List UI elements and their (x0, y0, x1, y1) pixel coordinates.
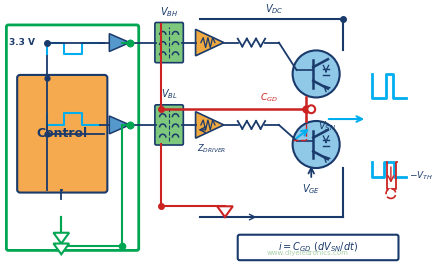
Polygon shape (196, 112, 224, 138)
Polygon shape (53, 233, 69, 244)
FancyBboxPatch shape (155, 105, 183, 145)
Text: $C_{GD}$: $C_{GD}$ (260, 92, 278, 104)
FancyBboxPatch shape (155, 22, 183, 63)
FancyBboxPatch shape (17, 75, 108, 193)
Circle shape (386, 189, 396, 198)
Text: $V_{BH}$: $V_{BH}$ (160, 5, 178, 19)
Text: $- V_{TH}$: $- V_{TH}$ (409, 169, 434, 182)
Text: $V_{BL}$: $V_{BL}$ (161, 87, 177, 102)
Text: $Z_{DRIVER}$: $Z_{DRIVER}$ (197, 143, 226, 155)
Text: 3.3 V: 3.3 V (9, 38, 35, 47)
Text: $V_{DC}$: $V_{DC}$ (265, 2, 283, 16)
Text: $i = C_{GD}\ (dV_{SN}/dt)$: $i = C_{GD}\ (dV_{SN}/dt)$ (278, 241, 358, 254)
FancyBboxPatch shape (238, 235, 398, 260)
Polygon shape (109, 116, 130, 134)
Text: $V_{SN}$: $V_{SN}$ (318, 119, 336, 133)
Circle shape (307, 105, 315, 113)
Text: tronics.com: tronics.com (308, 250, 349, 256)
Polygon shape (217, 206, 233, 217)
Polygon shape (196, 29, 224, 56)
Text: www.diyelec: www.diyelec (267, 250, 311, 256)
Polygon shape (53, 244, 69, 254)
Text: $V_{GE}$: $V_{GE}$ (302, 182, 320, 195)
Circle shape (293, 121, 340, 168)
Circle shape (293, 50, 340, 97)
Text: Control: Control (37, 127, 88, 140)
Polygon shape (109, 34, 130, 52)
